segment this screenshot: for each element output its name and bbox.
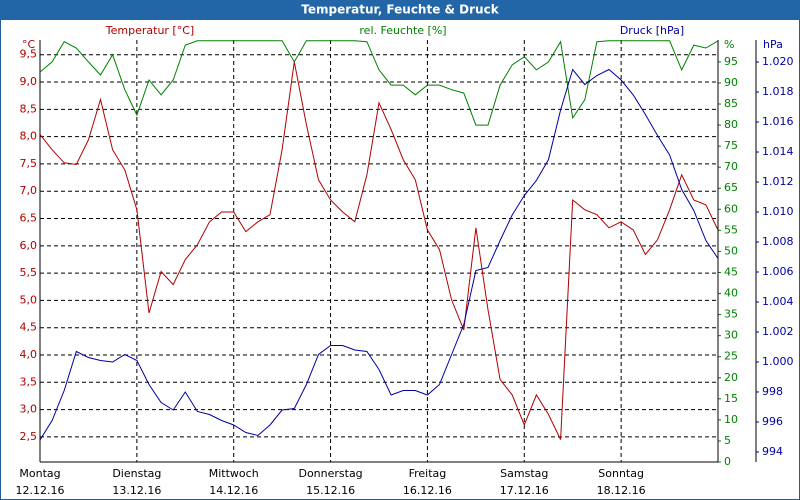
y2-tick-label: 95 bbox=[724, 55, 738, 68]
x-tick-label: 18.12.16 bbox=[597, 484, 646, 497]
y-tick-label: 7,5 bbox=[20, 157, 38, 170]
y2-tick-label: 0 bbox=[724, 455, 731, 468]
y-tick-label: 8,0 bbox=[20, 130, 38, 143]
y2-tick-label: 40 bbox=[724, 287, 738, 300]
y-tick-label: 6,5 bbox=[20, 212, 38, 225]
y2-tick-label: 65 bbox=[724, 181, 738, 194]
x-tick-label: 13.12.16 bbox=[112, 484, 161, 497]
y-tick-label: 9,5 bbox=[20, 48, 38, 61]
y3-tick-label: 1.008 bbox=[762, 235, 794, 248]
y2-tick-label: 75 bbox=[724, 139, 738, 152]
y3-tick-label: 994 bbox=[762, 445, 783, 458]
legend-label: Temperatur [°C] bbox=[105, 24, 194, 37]
y3-tick-label: 1.012 bbox=[762, 175, 794, 188]
x-tick-label: Sonntag bbox=[598, 467, 644, 480]
y3-tick-label: 1.006 bbox=[762, 265, 794, 278]
y3-tick-label: 1.020 bbox=[762, 55, 794, 68]
y2-tick-label: 55 bbox=[724, 223, 738, 236]
y-tick-label: 7,0 bbox=[20, 184, 38, 197]
x-tick-label: 14.12.16 bbox=[209, 484, 258, 497]
y2-tick-label: 5 bbox=[724, 434, 731, 447]
y2-tick-label: 80 bbox=[724, 118, 738, 131]
y2-tick-label: 90 bbox=[724, 76, 738, 89]
x-tick-label: 12.12.16 bbox=[16, 484, 65, 497]
x-tick-label: 17.12.16 bbox=[500, 484, 549, 497]
y3-axis-label: hPa bbox=[763, 38, 783, 51]
y-tick-label: 5,5 bbox=[20, 266, 38, 279]
y-tick-label: 3,5 bbox=[20, 375, 38, 388]
y2-tick-label: 50 bbox=[724, 244, 738, 257]
y-tick-label: 2,5 bbox=[20, 430, 38, 443]
x-tick-label: Dienstag bbox=[112, 467, 161, 480]
y3-tick-label: 1.014 bbox=[762, 145, 794, 158]
series-line bbox=[40, 61, 718, 440]
legend-label: rel. Feuchte [%] bbox=[359, 24, 446, 37]
y-tick-label: 3,0 bbox=[20, 403, 38, 416]
x-tick-label: Freitag bbox=[409, 467, 447, 480]
y-tick-label: 4,0 bbox=[20, 348, 38, 361]
x-tick-label: Donnerstag bbox=[298, 467, 362, 480]
x-tick-label: Montag bbox=[19, 467, 60, 480]
y2-tick-label: 35 bbox=[724, 308, 738, 321]
y2-tick-label: 85 bbox=[724, 97, 738, 110]
y3-tick-label: 1.002 bbox=[762, 325, 794, 338]
y2-tick-label: 30 bbox=[724, 329, 738, 342]
y2-tick-label: 45 bbox=[724, 265, 738, 278]
plot bbox=[40, 40, 718, 441]
y2-tick-label: 70 bbox=[724, 160, 738, 173]
y2-tick-label: 10 bbox=[724, 413, 738, 426]
y-axis-label: °C bbox=[22, 38, 36, 51]
x-tick-label: Samstag bbox=[500, 467, 548, 480]
legend-label: Druck [hPa] bbox=[620, 24, 684, 37]
y3-tick-label: 1.018 bbox=[762, 85, 794, 98]
y-tick-label: 6,0 bbox=[20, 239, 38, 252]
y2-tick-label: 20 bbox=[724, 371, 738, 384]
y-tick-label: 5,0 bbox=[20, 293, 38, 306]
title-bar bbox=[0, 0, 800, 20]
chart-title: Temperatur, Feuchte & Druck bbox=[301, 3, 499, 17]
y3-tick-label: 1.010 bbox=[762, 205, 794, 218]
y3-tick-label: 1.000 bbox=[762, 355, 794, 368]
x-tick-label: 15.12.16 bbox=[306, 484, 355, 497]
y3-tick-label: 996 bbox=[762, 415, 783, 428]
y2-tick-label: 15 bbox=[724, 392, 738, 405]
y3-tick-label: 1.016 bbox=[762, 115, 794, 128]
x-tick-label: Mittwoch bbox=[209, 467, 259, 480]
x-tick-label: 16.12.16 bbox=[403, 484, 452, 497]
series-line bbox=[40, 68, 718, 441]
y3-tick-label: 1.004 bbox=[762, 295, 794, 308]
y-tick-label: 8,5 bbox=[20, 102, 38, 115]
y-tick-label: 4,5 bbox=[20, 321, 38, 334]
series-line bbox=[40, 40, 718, 126]
y3-tick-label: 998 bbox=[762, 385, 783, 398]
y2-axis-label: % bbox=[724, 38, 734, 51]
y2-tick-label: 60 bbox=[724, 202, 738, 215]
y-tick-label: 9,0 bbox=[20, 75, 38, 88]
y2-tick-label: 25 bbox=[724, 350, 738, 363]
